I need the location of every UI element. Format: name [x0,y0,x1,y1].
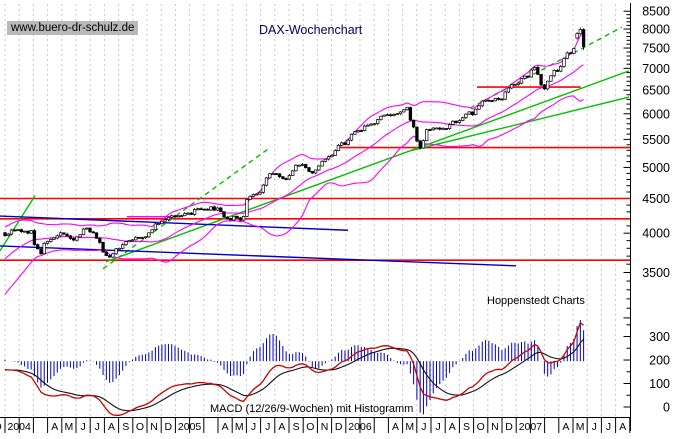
credit-label: Hoppenstedt Charts [487,295,585,307]
svg-text:J: J [606,421,611,433]
svg-text:5000: 5000 [642,161,670,175]
svg-text:S: S [463,421,470,433]
candlesticks [3,27,586,259]
x-axis: D2004AMJJASOND2005AMJJASOND2006AMJJASOND… [0,417,631,433]
svg-text:2004: 2004 [8,421,32,433]
svg-text:D: D [505,421,513,433]
svg-text:6500: 6500 [642,84,670,98]
svg-text:M: M [235,421,244,433]
svg-text:N: N [491,421,499,433]
svg-text:A: A [51,421,58,433]
svg-text:4500: 4500 [642,192,670,206]
svg-text:J: J [95,421,100,433]
indicator-label: MACD (12/26/9-Wochen) mit Histogramm [210,403,414,415]
y-axis: 3500 4000 4500 5000 5500 6000 6500 7000 7500 8000… [623,3,670,431]
svg-text:A: A [562,421,569,433]
svg-text:A: A [278,421,285,433]
svg-text:S: S [122,421,129,433]
svg-text:N: N [150,421,158,433]
svg-text:O: O [136,421,144,433]
chart-title: DAX-Wochenchart [259,23,363,37]
svg-text:2005: 2005 [178,421,202,433]
svg-text:100: 100 [649,377,670,391]
svg-text:2006: 2006 [348,421,372,433]
svg-text:0: 0 [663,401,670,415]
svg-text:J: J [265,421,270,433]
svg-text:8500: 8500 [642,5,670,19]
svg-text:M: M [576,421,585,433]
svg-text:M: M [405,421,414,433]
svg-text:D: D [335,421,343,433]
svg-text:D: D [165,421,173,433]
svg-text:7000: 7000 [642,62,670,76]
svg-text:D: D [0,421,2,433]
svg-text:S: S [293,421,300,433]
watermark: www.buero-dr-schulz.de [7,21,139,35]
svg-text:A: A [108,421,115,433]
svg-text:J: J [435,421,440,433]
svg-text:300: 300 [649,330,670,344]
bollinger-bands [4,33,584,295]
svg-text:6000: 6000 [642,107,670,121]
svg-text:N: N [321,421,329,433]
svg-text:M: M [65,421,74,433]
svg-text:A: A [222,421,229,433]
svg-text:A: A [619,421,626,433]
svg-text:J: J [80,421,85,433]
svg-text:J: J [421,421,426,433]
svg-text:O: O [477,421,485,433]
svg-text:200: 200 [649,354,670,368]
svg-text:3500: 3500 [642,266,670,280]
macd-panel [4,320,585,416]
svg-text:8000: 8000 [642,23,670,37]
svg-text:7500: 7500 [642,42,670,56]
svg-text:4000: 4000 [642,227,670,241]
svg-text:J: J [251,421,256,433]
svg-text:5500: 5500 [642,133,670,147]
svg-text:A: A [392,421,399,433]
svg-text:A: A [449,421,456,433]
support-resistance-levels [0,86,630,261]
svg-text:J: J [592,421,597,433]
svg-text:2007: 2007 [519,421,543,433]
month-gridlines [4,4,617,417]
svg-text:O: O [306,421,314,433]
